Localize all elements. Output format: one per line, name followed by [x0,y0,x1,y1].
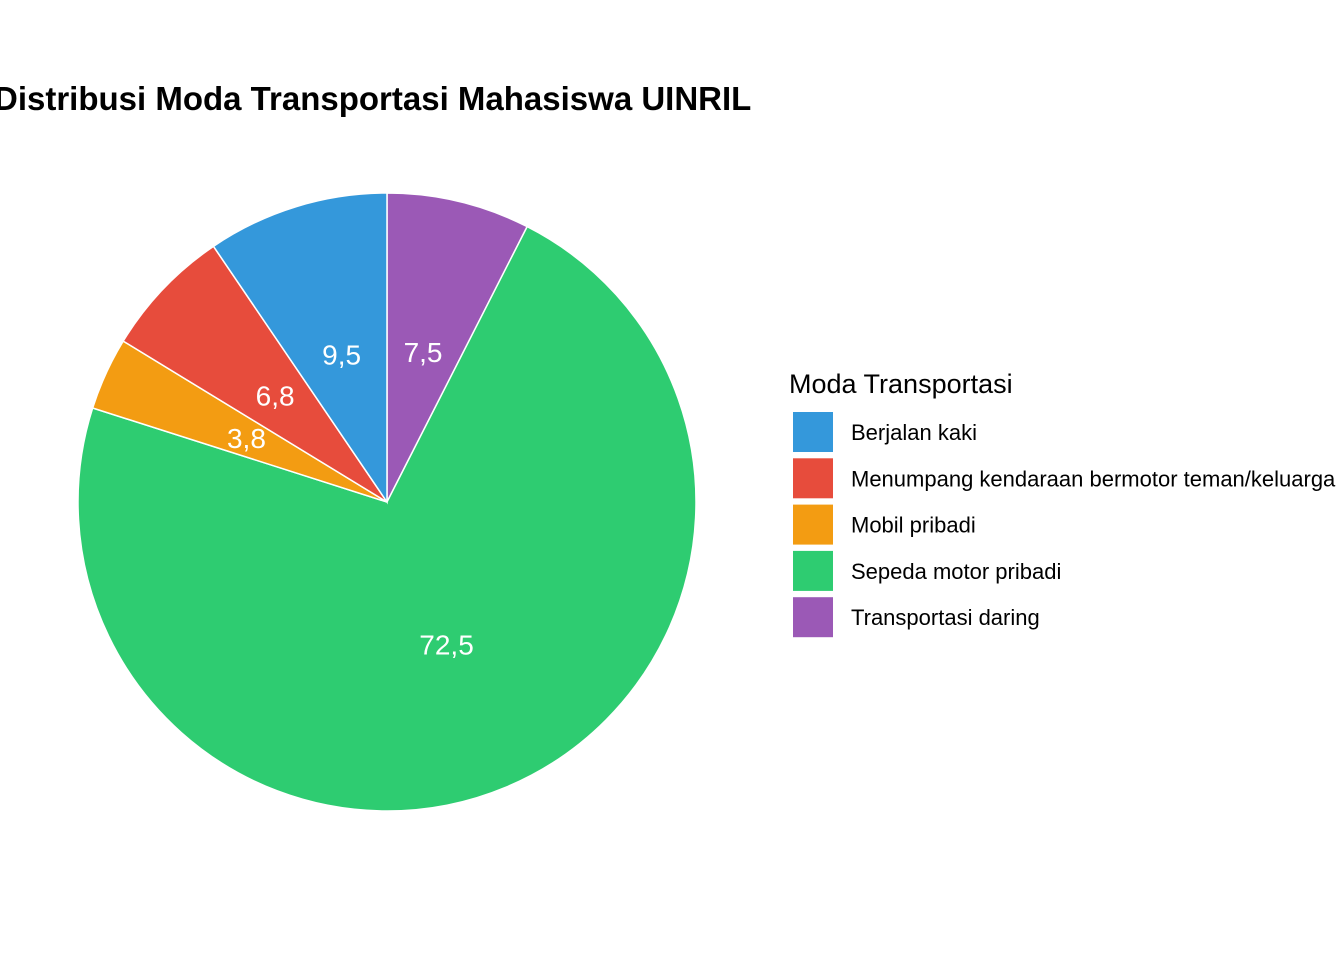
slice-label-3: 72,5 [419,630,474,661]
pie-slices [77,192,697,812]
legend-label-3: Sepeda motor pribadi [851,559,1061,584]
slice-label-2: 3,8 [227,423,266,454]
legend-swatch-2 [793,504,833,545]
pie-slice-labels: 7,5 72,5 3,8 6,8 9,5 [227,337,474,661]
legend-label-4: Transportasi daring [851,605,1040,630]
legend-swatch-4 [793,597,833,638]
pie-slice-3 [77,225,697,812]
legend-label-2: Mobil pribadi [851,513,976,538]
legend-items: Berjalan kaki Menumpang kendaraan bermoto… [793,412,1336,638]
pie-slice-4 [386,192,529,503]
legend-label-1: Menumpang kendaraan bermotor teman/kelua… [851,466,1336,491]
legend-label-0: Berjalan kaki [851,420,977,445]
legend-title: Moda Transportasi [789,369,1013,399]
legend-swatch-1 [793,458,833,499]
pie-slice-0 [212,192,388,505]
legend-swatch-3 [793,550,833,591]
slice-label-4: 7,5 [404,337,443,368]
legend: Moda Transportasi Berjalan kaki Menumpang… [789,369,1336,638]
slice-label-1: 6,8 [256,380,295,411]
legend-swatch-0 [793,412,833,452]
slice-label-0: 9,5 [322,339,361,370]
chart-title: Distribusi Moda Transportasi Mahasiswa U… [0,80,751,117]
pie-slice-1 [122,245,388,503]
